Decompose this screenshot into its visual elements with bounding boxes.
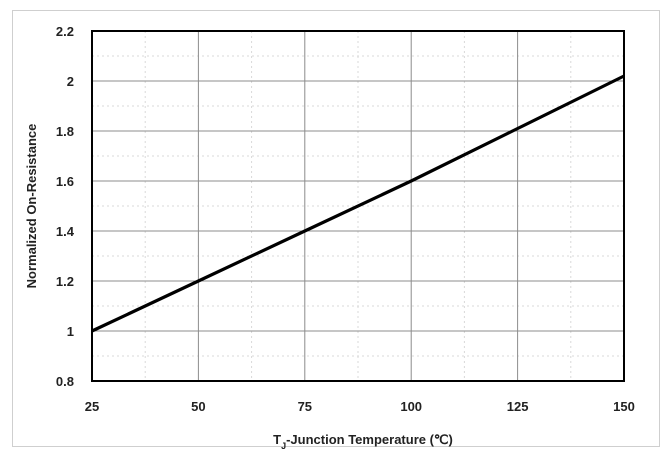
x-tick-label: 150 xyxy=(613,399,635,414)
series-layer xyxy=(91,74,625,333)
x-axis-title: TJ-Junction Temperature (℃) xyxy=(273,432,453,451)
y-tick-label: 1.6 xyxy=(56,174,74,189)
y-tick-label: 1.8 xyxy=(56,124,74,139)
y-tick-label: 2 xyxy=(67,74,74,89)
y-tick-label: 1.4 xyxy=(56,224,75,239)
y-tick-label: 2.2 xyxy=(56,24,74,39)
chart-frame xyxy=(12,10,660,447)
plot-area-border xyxy=(91,30,625,382)
x-tick-label: 25 xyxy=(85,399,99,414)
y-tick-label: 1.2 xyxy=(56,274,74,289)
x-tick-label: 50 xyxy=(191,399,205,414)
y-tick-label: 0.8 xyxy=(56,374,74,389)
y-tick-label: 1 xyxy=(67,324,74,339)
x-tick-label: 100 xyxy=(400,399,422,414)
series-line xyxy=(91,74,625,333)
x-tick-label: 125 xyxy=(507,399,529,414)
x-tick-labels: 25 50 75 100 125 150 xyxy=(85,399,635,414)
y-tick-labels: 0.8 1 1.2 1.4 1.6 1.8 2 2.2 xyxy=(56,24,75,389)
x-tick-label: 75 xyxy=(298,399,312,414)
y-axis-title: Normalized On-Resistance xyxy=(24,124,39,289)
